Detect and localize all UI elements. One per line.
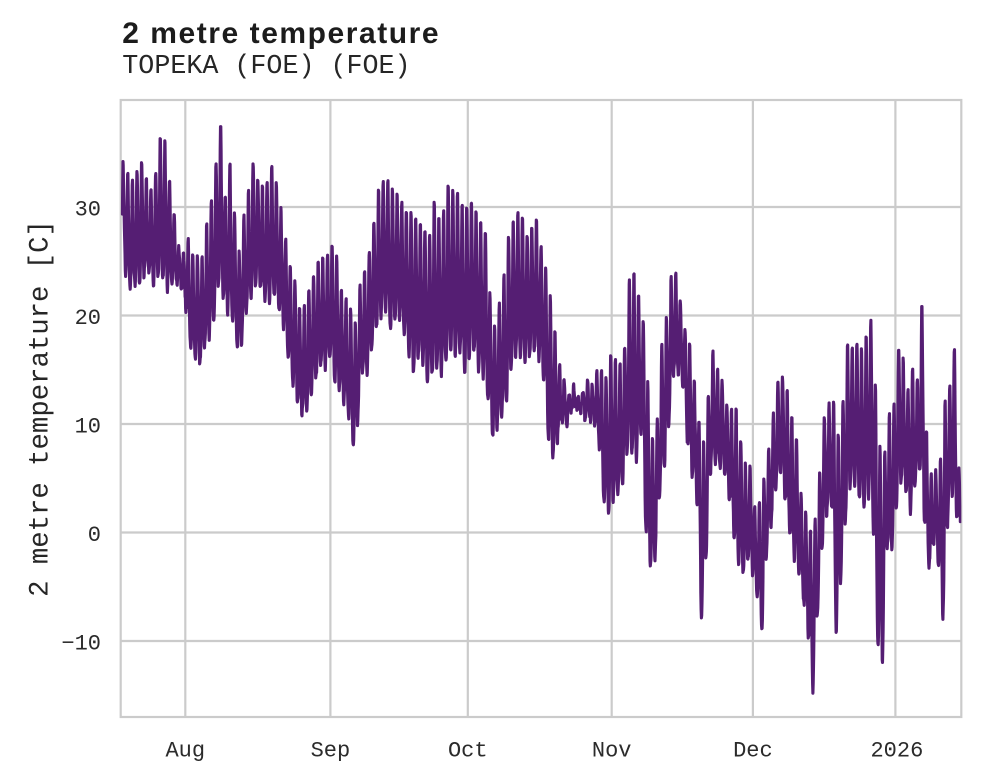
svg-text:0: 0 (88, 523, 101, 548)
svg-text:30: 30 (75, 198, 101, 223)
svg-text:Nov: Nov (592, 738, 632, 763)
svg-text:Dec: Dec (733, 738, 773, 763)
svg-text:−10: −10 (61, 632, 101, 657)
svg-text:Aug: Aug (165, 738, 205, 763)
svg-text:20: 20 (75, 306, 101, 331)
svg-text:10: 10 (75, 415, 101, 440)
svg-text:2 metre temperature: 2 metre temperature (122, 17, 440, 50)
svg-text:2026: 2026 (870, 738, 923, 763)
svg-text:Oct: Oct (448, 738, 488, 763)
svg-text:TOPEKA (FOE) (FOE): TOPEKA (FOE) (FOE) (122, 52, 410, 82)
svg-text:Sep: Sep (311, 738, 351, 763)
svg-text:2 metre temperature [C]: 2 metre temperature [C] (26, 220, 57, 597)
